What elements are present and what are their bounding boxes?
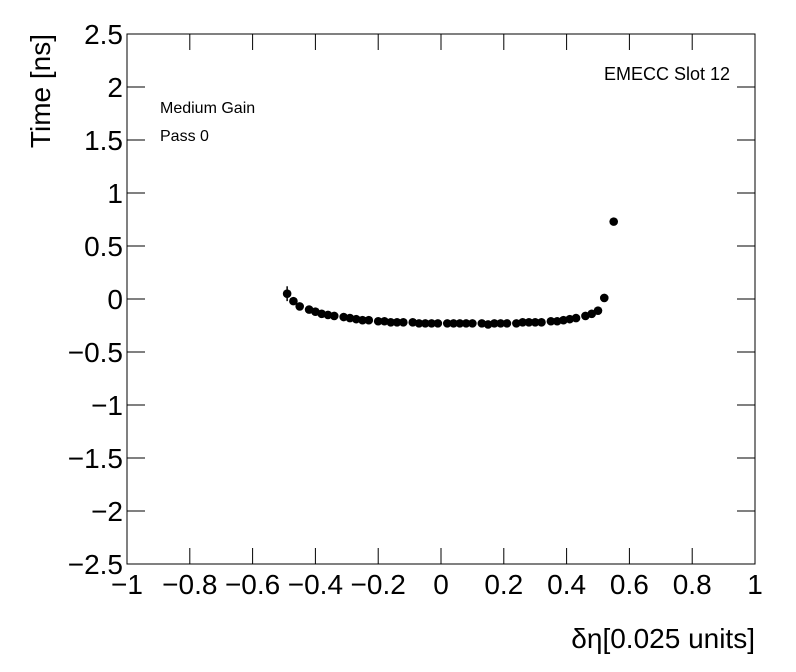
annotation: EMECC Slot 12	[604, 64, 730, 84]
y-tick-label: 2	[107, 72, 123, 103]
x-tick-label: 1	[747, 569, 763, 600]
x-tick-label: −1	[111, 569, 143, 600]
data-point	[502, 319, 512, 328]
data-point	[427, 319, 436, 328]
data-point	[496, 319, 505, 328]
data-point	[537, 318, 546, 327]
data-point	[599, 293, 609, 303]
data-point	[518, 318, 527, 327]
annotation: Pass 0	[160, 128, 209, 145]
x-tick-label: −0.8	[162, 569, 217, 600]
x-tick-label: 0	[433, 569, 449, 600]
y-tick-label: −2	[91, 496, 123, 527]
x-axis-title: δη[0.025 units]	[571, 623, 755, 654]
y-tick-label: −2.5	[68, 549, 123, 580]
y-tick-label: −1.5	[68, 443, 123, 474]
data-point	[282, 289, 292, 299]
data-point	[373, 316, 383, 326]
data-point	[530, 318, 540, 327]
data-point	[295, 302, 305, 311]
data-point	[414, 319, 424, 328]
y-tick-label: 0.5	[84, 231, 123, 262]
data-point	[392, 318, 402, 327]
data-point	[455, 319, 465, 328]
data-point	[546, 316, 556, 326]
data-point	[449, 319, 458, 328]
data-point	[364, 315, 374, 325]
y-tick-label: 1	[107, 178, 123, 209]
annotation: Medium Gain	[160, 100, 255, 117]
data-point	[593, 306, 603, 315]
x-tick-label: −0.4	[288, 569, 343, 600]
y-tick-label: 0	[107, 284, 123, 315]
data-point	[524, 318, 534, 327]
data-point	[468, 319, 477, 328]
data-point	[421, 319, 430, 328]
y-tick-label: −0.5	[68, 337, 123, 368]
y-axis-title: Time [ns]	[25, 34, 56, 148]
data-point	[433, 319, 443, 328]
data-point	[329, 311, 339, 321]
y-tick-label: 2.5	[84, 19, 123, 50]
data-point	[289, 296, 298, 306]
data-point	[571, 313, 581, 323]
data-point	[399, 318, 408, 327]
data-point	[386, 318, 396, 327]
x-tick-label: 0.6	[610, 569, 649, 600]
x-tick-label: −0.2	[351, 569, 406, 600]
data-point	[442, 319, 452, 328]
data-point	[490, 319, 499, 328]
x-tick-label: −0.6	[225, 569, 280, 600]
x-tick-label: 0.8	[673, 569, 712, 600]
data-point	[358, 315, 367, 325]
data-point	[609, 217, 618, 226]
y-tick-label: 1.5	[84, 125, 123, 156]
data-point	[461, 319, 471, 328]
x-tick-label: 0.2	[484, 569, 523, 600]
x-tick-label: 0.4	[547, 569, 586, 600]
y-tick-label: −1	[91, 390, 123, 421]
